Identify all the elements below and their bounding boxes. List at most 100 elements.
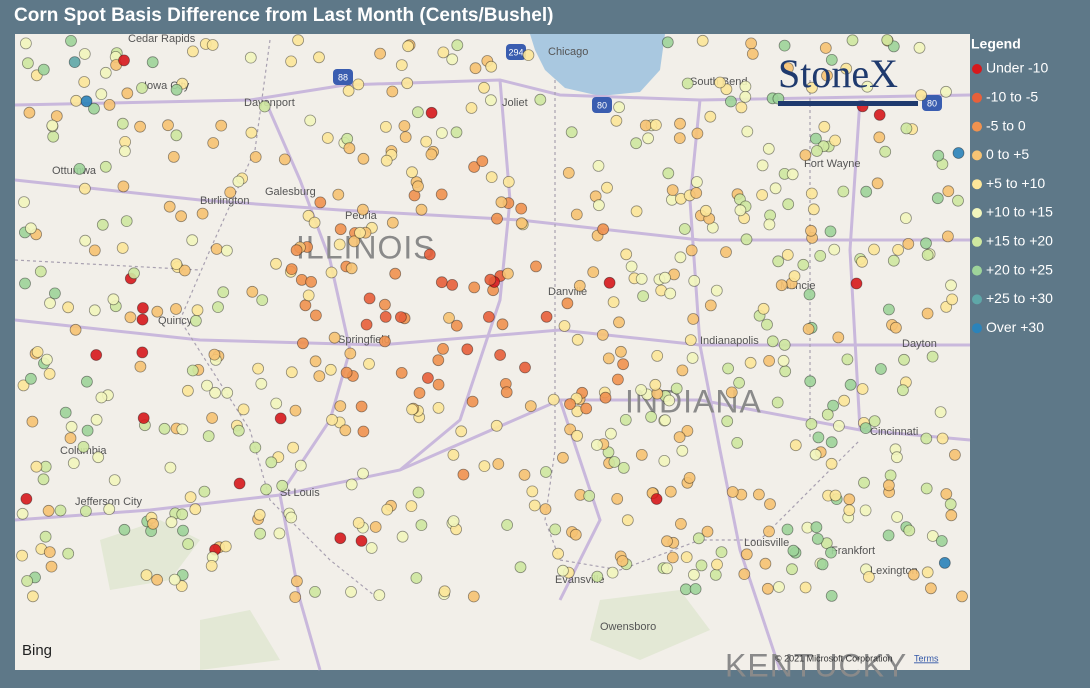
- location-dot: [602, 352, 615, 365]
- location-dot: [379, 121, 392, 133]
- location-dot: [843, 504, 856, 517]
- location-dot: [683, 471, 696, 484]
- location-dot: [524, 400, 537, 413]
- location-dot: [619, 413, 632, 426]
- location-dot: [447, 515, 460, 527]
- location-dot: [23, 106, 36, 119]
- city: Cedar Rapids: [128, 33, 196, 45]
- location-dot: [356, 203, 369, 216]
- location-dot: [552, 547, 564, 560]
- location-dot: [781, 523, 794, 536]
- location-dot: [945, 279, 957, 292]
- legend-label: +20 to +25: [986, 261, 1053, 277]
- location-dot: [244, 51, 257, 64]
- location-dot: [799, 581, 812, 594]
- location-dot: [940, 300, 953, 313]
- legend-title: Legend: [971, 36, 1021, 52]
- location-dot: [571, 429, 583, 442]
- location-dot: [565, 126, 578, 139]
- terms-link[interactable]: Terms: [914, 653, 939, 663]
- location-dot: [833, 419, 845, 432]
- location-dot: [54, 504, 67, 517]
- location-dot: [466, 395, 479, 408]
- location-dot: [811, 533, 824, 545]
- location-dot: [789, 439, 802, 452]
- location-dot: [825, 436, 838, 449]
- location-dot: [468, 281, 481, 294]
- location-dot: [354, 226, 366, 239]
- location-dot: [659, 271, 671, 284]
- city: Peoria: [345, 210, 378, 222]
- location-dot: [50, 110, 63, 122]
- location-dot: [255, 377, 268, 390]
- location-dot: [43, 367, 56, 380]
- location-dot: [355, 400, 368, 413]
- location-dot: [96, 218, 109, 231]
- location-dot: [891, 511, 903, 523]
- location-dot: [674, 251, 687, 264]
- location-dot: [292, 34, 305, 47]
- location-dot: [27, 590, 39, 603]
- location-dot: [597, 223, 609, 236]
- location-dot: [410, 572, 423, 584]
- city: Galesburg: [265, 186, 316, 198]
- location-dot: [539, 503, 552, 516]
- location-dot: [946, 293, 958, 306]
- location-dot: [802, 323, 815, 335]
- location-dot: [170, 83, 183, 96]
- location-dot: [809, 448, 822, 461]
- location-dot: [688, 568, 700, 581]
- location-dot: [731, 436, 744, 449]
- location-dot: [299, 299, 312, 312]
- location-dot: [601, 181, 613, 194]
- location-dot: [811, 145, 823, 157]
- legend-swatch: [972, 92, 982, 103]
- location-dot: [659, 414, 671, 427]
- legend-label: Over +30: [986, 319, 1044, 335]
- location-dot: [635, 448, 648, 461]
- location-dot: [608, 456, 621, 468]
- location-dot: [610, 114, 623, 127]
- location-dot: [680, 551, 693, 563]
- location-dot: [198, 485, 211, 498]
- location-dot: [558, 320, 571, 332]
- location-dot: [207, 137, 220, 149]
- location-dot: [357, 467, 369, 480]
- location-dot: [621, 514, 634, 527]
- location-dot: [79, 234, 92, 247]
- location-dot: [468, 161, 481, 173]
- location-dot: [181, 384, 194, 397]
- location-dot: [365, 542, 378, 554]
- location-dot: [879, 145, 892, 158]
- location-dot: [797, 258, 810, 271]
- location-dot: [812, 431, 825, 444]
- provider: Bing: [22, 642, 52, 659]
- location-dot: [202, 430, 215, 443]
- location-dot: [726, 486, 739, 498]
- location-dot: [186, 234, 199, 247]
- location-dot: [137, 412, 150, 425]
- location-dot: [522, 49, 535, 61]
- location-dot: [883, 479, 895, 492]
- location-dot: [437, 342, 449, 355]
- location-dot: [313, 51, 325, 64]
- location-dot: [673, 132, 686, 145]
- location-dot: [457, 468, 470, 481]
- location-dot: [661, 562, 673, 575]
- location-dot: [103, 503, 116, 516]
- location-dot: [401, 77, 414, 90]
- location-dot: [617, 461, 630, 474]
- location-dot: [219, 540, 232, 553]
- legend-label: +25 to +30: [986, 290, 1053, 306]
- location-dot: [16, 507, 29, 520]
- location-dot: [314, 196, 327, 209]
- location-dot: [412, 486, 425, 499]
- city: Indianapolis: [700, 335, 759, 347]
- location-dot: [134, 360, 147, 373]
- location-dot: [136, 313, 149, 326]
- dots: [16, 34, 968, 603]
- location-dot: [342, 84, 355, 97]
- location-dot: [450, 126, 463, 139]
- location-dot: [352, 78, 365, 91]
- location-dot: [345, 586, 357, 598]
